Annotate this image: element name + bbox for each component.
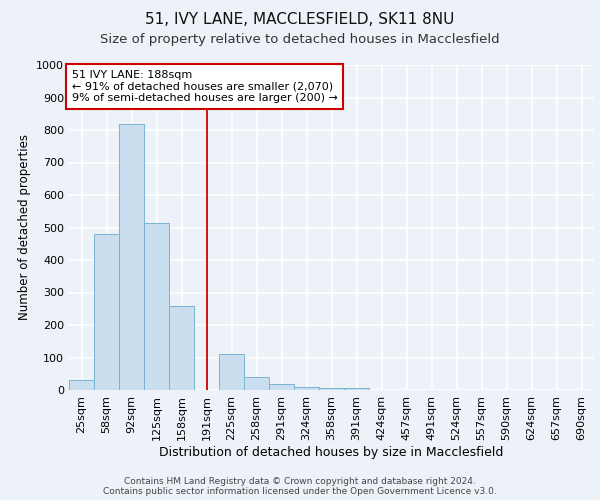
X-axis label: Distribution of detached houses by size in Macclesfield: Distribution of detached houses by size … xyxy=(160,446,503,458)
Text: Contains HM Land Registry data © Crown copyright and database right 2024.
Contai: Contains HM Land Registry data © Crown c… xyxy=(103,476,497,496)
Text: 51, IVY LANE, MACCLESFIELD, SK11 8NU: 51, IVY LANE, MACCLESFIELD, SK11 8NU xyxy=(145,12,455,28)
Bar xyxy=(94,234,119,390)
Bar xyxy=(219,354,244,390)
Bar xyxy=(269,384,294,390)
Bar xyxy=(69,380,94,390)
Bar xyxy=(169,306,194,390)
Y-axis label: Number of detached properties: Number of detached properties xyxy=(17,134,31,320)
Bar xyxy=(294,388,319,390)
Bar xyxy=(319,388,344,390)
Text: 51 IVY LANE: 188sqm
← 91% of detached houses are smaller (2,070)
9% of semi-deta: 51 IVY LANE: 188sqm ← 91% of detached ho… xyxy=(71,70,337,103)
Bar xyxy=(244,377,269,390)
Bar xyxy=(344,388,369,390)
Bar xyxy=(144,222,169,390)
Text: Size of property relative to detached houses in Macclesfield: Size of property relative to detached ho… xyxy=(100,32,500,46)
Bar xyxy=(119,124,144,390)
